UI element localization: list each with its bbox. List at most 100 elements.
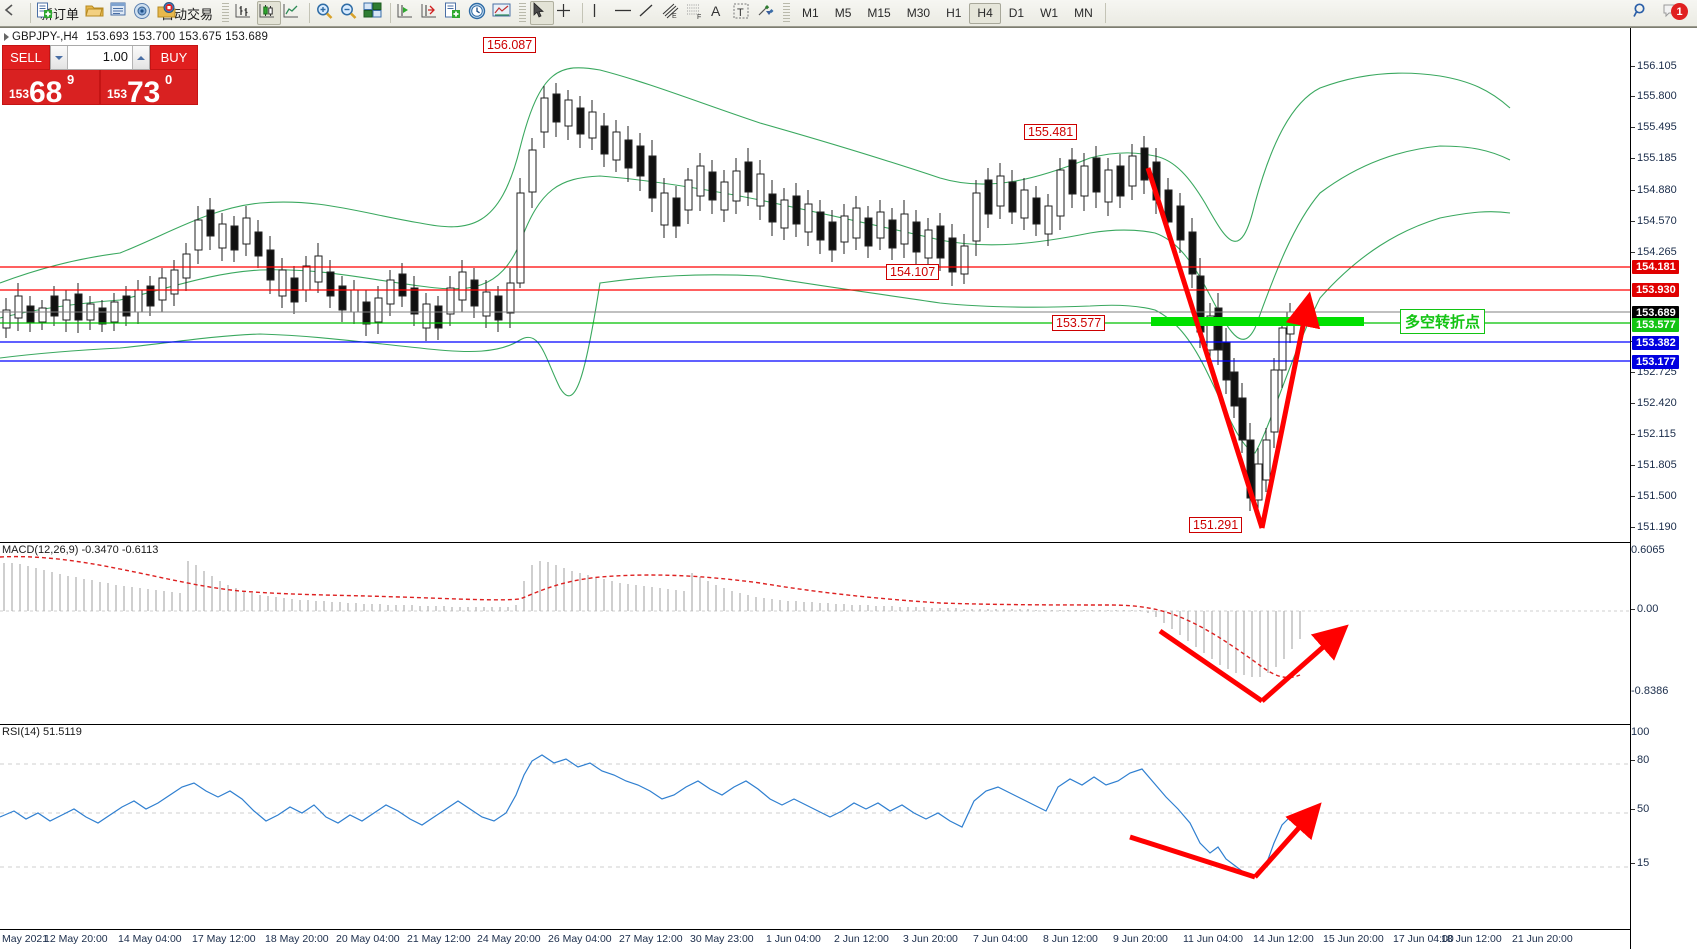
objects-dropdown-caret[interactable] [765,11,772,15]
sell-button[interactable]: SELL [2,45,50,70]
toolbar-grip-3[interactable] [783,3,791,23]
notification-badge: 1 [1671,3,1688,20]
timeframe-h1[interactable]: H1 [946,6,962,20]
time-label: 8 Jun 12:00 [1043,933,1098,945]
notifications-icon[interactable]: 1 [1661,1,1691,25]
objects-button[interactable] [755,1,779,25]
timeframe-h4[interactable]: H4 [969,2,1001,24]
cursor-icon[interactable] [530,1,555,25]
svg-text:A: A [711,3,721,19]
rsi-pane[interactable]: RSI(14) 51.5119 [0,724,1630,906]
price-tick: 154.265 [1637,246,1677,258]
volume-decrease-button[interactable] [51,46,68,69]
time-label: 2 Jun 12:00 [834,933,889,945]
callout-155481[interactable]: 155.481 [1024,124,1078,140]
toolbar-divider-5 [1104,3,1106,23]
bar-chart-icon[interactable] [233,1,257,25]
timeframe-mn[interactable]: MN [1074,6,1093,20]
toolbar-grip[interactable] [222,3,230,23]
price-tick: 155.495 [1637,121,1677,133]
down-arrow-annotation [1145,167,1265,529]
zoom-out-icon[interactable] [338,1,362,25]
autotrading-button[interactable]: 自动交易 [156,1,218,25]
turning-point-annotation[interactable]: 多空转折点 [1400,309,1486,334]
templates-button[interactable] [491,1,515,25]
timeframe-m15[interactable]: M15 [867,6,891,20]
hline-icon[interactable] [611,1,635,25]
time-label: 18 Jun 12:00 [1441,933,1502,945]
macd-signal-line [0,555,1301,679]
buy-price-point: 0 [165,72,173,87]
indicators-button[interactable] [443,1,467,25]
volume-stepper[interactable]: 1.00 [50,45,150,70]
price-tick: 151.190 [1637,521,1677,533]
time-label: 17 May 12:00 [192,933,256,945]
text-icon[interactable]: A [707,1,731,25]
candlestick-icon[interactable] [257,1,282,25]
time-label: 3 Jun 20:00 [903,933,958,945]
timeframe-m5[interactable]: M5 [834,6,852,20]
price-pane[interactable]: x 156.087 155.481 154.107 153.577 151.29… [0,28,1630,540]
trendline-icon[interactable] [635,1,659,25]
fibonacci-icon[interactable]: F [683,1,707,25]
callout-151291[interactable]: 151.291 [1189,517,1243,533]
volume-input[interactable]: 1.00 [102,49,128,64]
tile-windows-icon[interactable] [362,1,386,25]
chart-menu-icon[interactable] [4,32,9,41]
callout-156087[interactable]: 156.087 [483,37,537,53]
shift-end-icon[interactable] [419,1,443,25]
chart-window[interactable]: x 156.087 155.481 154.107 153.577 151.29… [0,27,1697,949]
toolbar-grip-2[interactable] [519,3,527,23]
price-tag-153177: 153.177 [1632,355,1679,369]
rsi-chart-svg [0,754,1630,880]
macd-pane[interactable]: MACD(12,26,9) -0.3470 -0.6113 [0,542,1630,722]
main-toolbar: 新订单 [0,0,1697,27]
sell-price-prefix: 153 [9,87,30,101]
callout-153577[interactable]: 153.577 [1052,315,1106,331]
time-label: 20 May 04:00 [336,933,400,945]
macd-tick: 0.00 [1637,603,1659,615]
folder-icon[interactable] [84,1,108,25]
callout-154107[interactable]: 154.107 [886,264,940,280]
timeframe-m1[interactable]: M1 [802,6,819,20]
volume-increase-button[interactable] [132,46,149,69]
buy-price-display[interactable]: 153 73 0 [100,70,198,109]
timeframe-m30[interactable]: M30 [906,6,931,20]
left-scroll-icon[interactable] [2,1,26,25]
toolbar-divider-3 [390,3,392,23]
crosshair-icon[interactable] [554,1,578,25]
time-label: 21 May 12:00 [407,933,471,945]
navigator-icon[interactable] [132,1,156,25]
sell-price-display[interactable]: 153 68 9 [2,70,100,108]
price-tick: 151.500 [1637,490,1677,502]
shift-start-icon[interactable] [395,1,419,25]
one-click-trading-panel[interactable]: SELL 1.00 BUY 153 68 9 153 73 0 [2,45,198,109]
line-chart-icon[interactable] [281,1,305,25]
buy-button[interactable]: BUY [150,45,198,70]
price-tick: 154.880 [1637,184,1677,196]
macd-histogram [3,561,1301,677]
time-label: 1 Jun 04:00 [766,933,821,945]
timeframe-w1[interactable]: W1 [1040,6,1059,20]
vline-icon[interactable] [587,1,611,25]
time-axis[interactable]: May 2021 12 May 20:00 14 May 04:00 17 Ma… [0,929,1630,949]
periods-button[interactable] [467,1,491,25]
price-tag-current: 153.689 [1632,306,1679,320]
time-label: 18 May 20:00 [265,933,329,945]
data-window-icon[interactable] [108,1,132,25]
price-tag-153577: 153.577 [1632,318,1679,332]
new-order-button[interactable]: 新订单 [35,1,84,25]
buy-price-big: 73 [127,76,161,109]
rsi-tick: 80 [1637,754,1650,766]
price-tag-154181: 154.181 [1632,260,1679,274]
time-label: 27 May 12:00 [619,933,683,945]
search-icon[interactable] [1631,1,1655,25]
zoom-in-icon[interactable] [314,1,338,25]
time-label: 15 Jun 20:00 [1323,933,1384,945]
text-label-icon[interactable]: T [731,1,755,25]
time-label: 26 May 04:00 [548,933,612,945]
price-axis[interactable]: 156.105 155.800 155.495 155.185 154.880 … [1630,28,1697,949]
timeframe-d1[interactable]: D1 [1008,6,1025,20]
equidistant-channel-icon[interactable]: E [659,1,683,25]
